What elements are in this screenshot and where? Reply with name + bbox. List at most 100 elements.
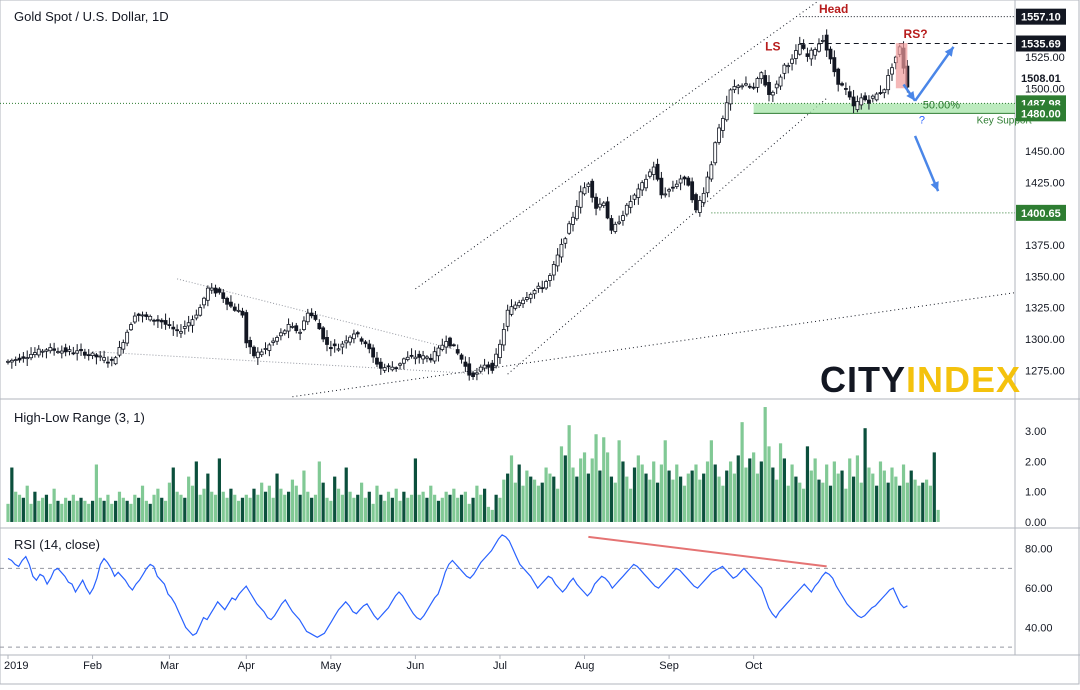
- candle-body: [209, 287, 214, 291]
- candle-body: [571, 216, 575, 225]
- candle-body: [94, 354, 99, 358]
- candle-body: [148, 315, 153, 321]
- range-bar: [502, 479, 506, 522]
- candle-body: [586, 183, 591, 187]
- range-bar: [563, 455, 567, 522]
- range-bar: [732, 473, 737, 522]
- trendline-wedge-lower: [92, 351, 485, 375]
- range-bar: [544, 467, 548, 522]
- range-bar: [390, 497, 394, 522]
- candle-body: [459, 354, 464, 360]
- range-bar: [117, 491, 122, 522]
- trendline-channel-lower: [507, 97, 827, 375]
- candle-body: [874, 93, 879, 101]
- range-bar: [263, 491, 268, 522]
- candle-body: [378, 361, 383, 369]
- rsi-line: [7, 534, 908, 638]
- candle-body: [436, 347, 441, 357]
- candle-body: [321, 327, 326, 340]
- candle-body: [709, 164, 714, 180]
- range-bar: [425, 497, 429, 522]
- range-bar: [886, 482, 890, 522]
- candle-body: [609, 218, 614, 231]
- range-bar: [705, 461, 710, 522]
- range-bar: [586, 473, 590, 522]
- candle-body: [240, 310, 245, 316]
- range-bar: [932, 452, 936, 522]
- range-bar: [25, 485, 29, 522]
- candle-body: [782, 64, 787, 74]
- range-bar: [436, 500, 441, 522]
- range-bar: [767, 446, 771, 522]
- range-bar: [782, 458, 786, 522]
- candle-body: [363, 341, 368, 345]
- candle-body: [229, 301, 233, 307]
- candle-body: [786, 65, 791, 68]
- level-label-bg-2: [1016, 70, 1066, 87]
- price-tick-6: 1450.00: [1025, 146, 1065, 158]
- candle-body: [71, 352, 76, 355]
- candle-body: [651, 166, 656, 175]
- candle-body: [432, 351, 437, 362]
- candle-body: [890, 67, 894, 75]
- range-bar: [275, 473, 279, 522]
- projection-arrow-down: [913, 135, 940, 192]
- candle-body: [186, 322, 191, 327]
- candle-body: [29, 353, 33, 359]
- candle-body: [328, 347, 333, 350]
- range-bar: [440, 497, 444, 522]
- range-bar: [406, 497, 410, 522]
- price-tick-2: 1325.00: [1025, 303, 1065, 315]
- price-tick-8: 1525.00: [1025, 52, 1065, 64]
- candle-body: [828, 48, 833, 60]
- candle-body: [86, 354, 91, 357]
- trendline-long-support: [292, 292, 1016, 398]
- candle-body: [867, 99, 871, 104]
- range-bar: [917, 485, 921, 522]
- candle-body: [863, 95, 868, 101]
- range-bar: [367, 491, 371, 522]
- range-bar: [160, 497, 164, 522]
- candle-body: [132, 315, 137, 323]
- candle-body: [336, 348, 341, 351]
- range-bar: [256, 494, 260, 522]
- candle-body: [417, 353, 422, 358]
- candle-body: [886, 75, 891, 91]
- projection-arrow-up: [914, 46, 955, 102]
- range-bar: [352, 497, 356, 522]
- candle-body: [398, 363, 402, 366]
- candle-body: [490, 362, 495, 371]
- range-bar: [936, 509, 940, 522]
- candle-body: [824, 34, 829, 51]
- range-bar: [413, 458, 418, 522]
- range-bar: [882, 470, 886, 522]
- candle-body: [225, 297, 229, 305]
- level-label-0: 1557.10: [1021, 12, 1061, 24]
- range-bar: [890, 467, 894, 522]
- candle-body: [232, 306, 237, 311]
- range-bar: [233, 494, 237, 522]
- range-bar: [463, 491, 467, 522]
- range-bar: [728, 461, 733, 522]
- range-bar: [871, 473, 875, 522]
- candle-body: [794, 50, 798, 59]
- range-bar: [686, 473, 690, 522]
- candle-body: [836, 68, 841, 85]
- candle-body: [375, 357, 379, 365]
- candle-body: [455, 349, 460, 354]
- range-bar: [306, 491, 310, 522]
- range-bar: [179, 494, 183, 522]
- candle-body: [855, 101, 860, 111]
- candle-body: [805, 53, 810, 57]
- annotation-5: ?: [919, 114, 925, 126]
- range-bar: [809, 470, 813, 522]
- range-bar: [6, 503, 10, 522]
- candle-body: [505, 309, 510, 327]
- range-bar: [152, 494, 156, 522]
- trendline-channel-upper: [415, 0, 820, 290]
- range-bar: [90, 500, 95, 522]
- range-bar: [137, 497, 141, 522]
- range-bar: [786, 485, 790, 522]
- range-bar: [794, 476, 798, 522]
- range-bar: [894, 476, 898, 522]
